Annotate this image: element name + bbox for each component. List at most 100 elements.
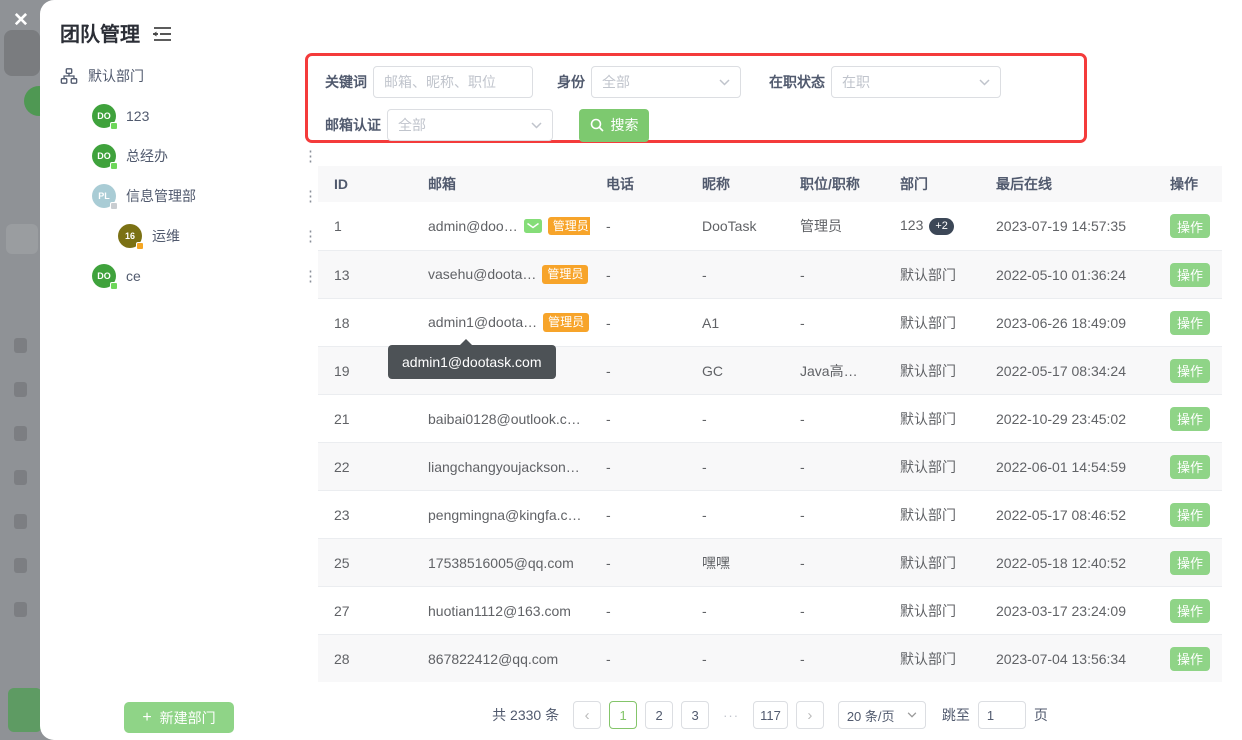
column-header: 邮箱 bbox=[428, 176, 456, 192]
sidebar-item-department[interactable]: 16 运维 ⋮ bbox=[60, 216, 322, 256]
keyword-input[interactable] bbox=[373, 66, 533, 98]
email-text: liangchangyoujackson… bbox=[428, 458, 580, 475]
jump-page-input[interactable] bbox=[977, 701, 1026, 729]
backdrop-icon bbox=[14, 426, 27, 441]
page-button[interactable]: 117 bbox=[753, 701, 788, 729]
email-verify-select[interactable]: 全部 bbox=[387, 109, 553, 141]
row-action-button[interactable]: 操作 bbox=[1170, 406, 1210, 431]
page-button[interactable]: 2 bbox=[645, 701, 674, 729]
cell-email[interactable]: admin1@doota… 管理员 bbox=[412, 313, 590, 332]
page-size-value: 20 条/页 bbox=[846, 708, 895, 724]
table-row: 1 admin@doo… 管理员 - DooTask 管理员 123 +2 2023-07-19… bbox=[318, 202, 1222, 250]
backdrop-icon bbox=[14, 602, 27, 617]
row-action-button[interactable]: 操作 bbox=[1170, 358, 1210, 383]
page-buttons: 1 2 3 ··· 117 bbox=[609, 701, 788, 729]
cell-email[interactable]: admin@doo… 管理员 bbox=[412, 216, 590, 236]
cell-email[interactable]: pengmingna@kingfa.c… bbox=[412, 507, 590, 523]
jump-label: 跳至 bbox=[941, 707, 970, 723]
sidebar-root-label: 默认部门 bbox=[88, 68, 144, 84]
department-avatar: DO bbox=[92, 104, 118, 130]
page-button[interactable]: 3 bbox=[681, 701, 710, 729]
org-chart-icon bbox=[60, 67, 78, 85]
cell-action: 操作 bbox=[1170, 502, 1222, 527]
chevron-down-icon bbox=[907, 712, 917, 718]
email-tooltip: admin1@dootask.com bbox=[388, 339, 556, 379]
more-actions-icon[interactable]: ⋮ bbox=[303, 187, 318, 205]
cell-phone: - bbox=[606, 602, 611, 619]
more-actions-icon[interactable]: ⋮ bbox=[303, 147, 318, 165]
cell-nickname: A1 bbox=[702, 314, 720, 331]
cell-position: - bbox=[800, 410, 805, 427]
total-count: 共 2330 条 bbox=[492, 707, 560, 723]
search-button[interactable]: 搜索 bbox=[579, 108, 649, 142]
column-header: 最后在线 bbox=[996, 176, 1052, 192]
row-action-button[interactable]: 操作 bbox=[1170, 550, 1210, 575]
more-actions-icon[interactable]: ⋮ bbox=[303, 227, 318, 245]
sidebar-item-root-department[interactable]: 默认部门 ⋮ bbox=[60, 58, 322, 94]
cell-nickname: - bbox=[702, 266, 707, 283]
cell-last-online: 2023-06-26 18:49:09 bbox=[996, 314, 1126, 331]
cell-department: 默认部门 bbox=[900, 458, 956, 475]
row-action-button[interactable]: 操作 bbox=[1170, 310, 1210, 335]
sidebar-item-department[interactable]: DO 总经办 ⋮ bbox=[60, 136, 322, 176]
team-management-modal: 团队管理 默认部门 ⋮ DO123⋮DO总经办⋮PL信息管理部⋮16运维⋮DOc… bbox=[40, 0, 1242, 740]
cell-email[interactable]: liangchangyoujackson… bbox=[412, 459, 590, 475]
new-department-button[interactable]: + 新建部门 bbox=[124, 702, 234, 733]
page-size-select[interactable]: 20 条/页 bbox=[837, 701, 926, 729]
avatar-status-badge bbox=[110, 202, 118, 210]
admin-role-badge: 管理员 bbox=[542, 265, 589, 284]
sidebar-item-department[interactable]: PL 信息管理部 ⋮ bbox=[60, 176, 322, 216]
next-page-button[interactable]: › bbox=[795, 701, 824, 729]
table-row: 28 867822412@qq.com - - - 默认部门 2023-07-04 13:5… bbox=[318, 634, 1222, 682]
cell-department: 默认部门 bbox=[900, 506, 956, 523]
identity-value: 全部 bbox=[602, 74, 630, 90]
sidebar-item-department[interactable]: DO ce ⋮ bbox=[60, 256, 322, 296]
cell-department: 默认部门 bbox=[900, 554, 956, 571]
backdrop-tile bbox=[4, 30, 40, 76]
cell-phone: - bbox=[606, 362, 611, 379]
cell-action: 操作 bbox=[1170, 310, 1222, 335]
cell-email[interactable]: vasehu@doota… 管理员 bbox=[412, 265, 590, 284]
row-action-button[interactable]: 操作 bbox=[1170, 646, 1210, 671]
cell-position: - bbox=[800, 650, 805, 667]
cell-last-online: 2023-07-19 14:57:35 bbox=[996, 218, 1126, 234]
table-row: 21 baibai0128@outlook.c… - - - 默认部门 2022-10-29… bbox=[318, 394, 1222, 442]
cell-department: 默认部门 bbox=[900, 314, 956, 331]
employment-status-select[interactable]: 在职 bbox=[831, 66, 1001, 98]
table-row: 18 admin1@doota… 管理员 - A1- 默认部门 2023-06-26 18:… bbox=[318, 298, 1222, 346]
row-action-button[interactable]: 操作 bbox=[1170, 214, 1210, 238]
row-action-button[interactable]: 操作 bbox=[1170, 598, 1210, 623]
avatar-status-badge bbox=[136, 242, 144, 250]
filter-panel-highlighted: 关键词 身份 全部 在职状态 在职 邮箱认证 全部 搜索 bbox=[305, 53, 1087, 143]
close-icon[interactable]: ✕ bbox=[13, 10, 29, 31]
cell-email[interactable]: 17538516005@qq.com bbox=[412, 555, 590, 571]
row-action-button[interactable]: 操作 bbox=[1170, 454, 1210, 479]
cell-email[interactable]: huotian1112@163.com bbox=[412, 603, 590, 619]
cell-department: 默认部门 bbox=[900, 410, 956, 427]
prev-page-button[interactable]: ‹ bbox=[573, 701, 602, 729]
cell-phone: - bbox=[606, 650, 611, 667]
page-button[interactable]: 1 bbox=[609, 701, 638, 729]
row-action-button[interactable]: 操作 bbox=[1170, 262, 1210, 287]
identity-select[interactable]: 全部 bbox=[591, 66, 741, 98]
cell-email[interactable]: 867822412@qq.com bbox=[412, 651, 590, 667]
cell-email[interactable]: baibai0128@outlook.c… bbox=[412, 411, 590, 427]
column-header: 电话 bbox=[606, 176, 634, 192]
admin-role-badge: 管理员 bbox=[543, 313, 590, 332]
email-text: 867822412@qq.com bbox=[428, 650, 559, 667]
row-action-button[interactable]: 操作 bbox=[1170, 502, 1210, 527]
cell-department: 默认部门 bbox=[900, 362, 956, 379]
chevron-down-icon bbox=[979, 78, 990, 86]
more-actions-icon[interactable]: ⋮ bbox=[303, 267, 318, 285]
department-count-badge: +2 bbox=[929, 218, 954, 235]
table-header: ID 邮箱 电话 昵称 职位/职称 部门 最后在线 操作 bbox=[318, 166, 1222, 202]
table-row: 27 huotian1112@163.com - - - 默认部门 2023-03-17 2… bbox=[318, 586, 1222, 634]
avatar-status-badge bbox=[110, 162, 118, 170]
table-body: 1 admin@doo… 管理员 - DooTask 管理员 123 +2 2023-07-19… bbox=[318, 202, 1222, 682]
menu-fold-icon[interactable] bbox=[151, 25, 173, 43]
department-label: 123 bbox=[126, 108, 150, 124]
cell-action: 操作 bbox=[1170, 646, 1222, 671]
mail-verified-icon bbox=[523, 218, 542, 233]
